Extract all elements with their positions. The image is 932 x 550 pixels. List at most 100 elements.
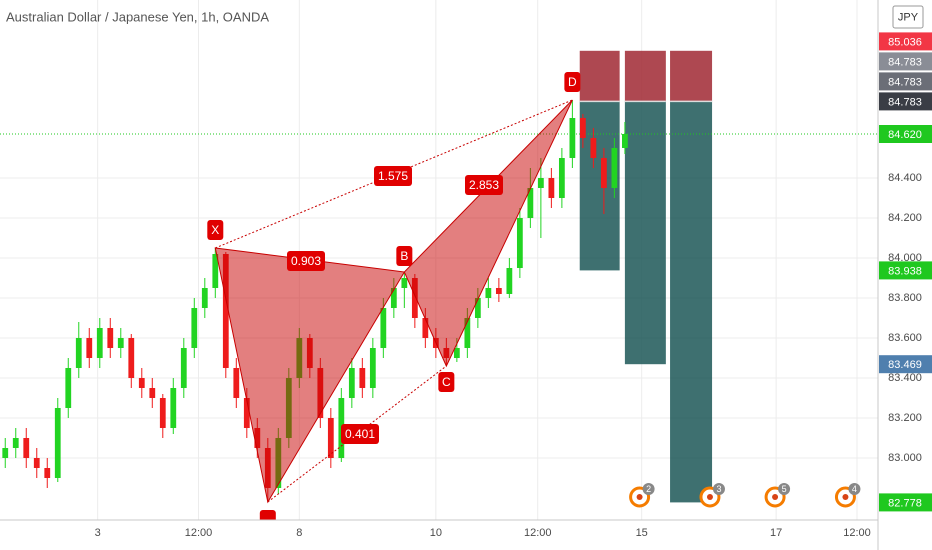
ratio-label: 0.401 bbox=[345, 427, 375, 441]
x-tick-label: 17 bbox=[770, 527, 782, 539]
target-zone bbox=[624, 101, 666, 365]
candle-body bbox=[159, 398, 166, 428]
candle-body bbox=[180, 348, 187, 388]
event-count: 4 bbox=[852, 484, 857, 494]
x-tick-label: 12:00 bbox=[185, 527, 213, 539]
candle-body bbox=[222, 254, 229, 368]
candle-body bbox=[506, 268, 513, 294]
candle-body bbox=[600, 158, 607, 188]
ratio-badge bbox=[374, 166, 412, 186]
target-zone bbox=[670, 101, 713, 503]
stop-zone bbox=[624, 50, 666, 102]
event-count: 3 bbox=[716, 484, 721, 494]
candle-body bbox=[401, 278, 408, 288]
y-tick-label: 83.000 bbox=[888, 452, 922, 464]
price-marker-label: 85.036 bbox=[888, 36, 922, 48]
price-marker-label: 84.783 bbox=[888, 96, 922, 108]
candle-body bbox=[558, 158, 565, 198]
price-marker-label: 84.620 bbox=[888, 129, 922, 141]
candle-body bbox=[138, 378, 145, 388]
candle-body bbox=[527, 188, 534, 218]
x-tick-label: 8 bbox=[296, 527, 302, 539]
price-marker bbox=[879, 125, 932, 143]
x-tick-label: 12:00 bbox=[843, 527, 871, 539]
candle-body bbox=[464, 318, 471, 348]
candle-body bbox=[86, 338, 93, 358]
candle-body bbox=[23, 438, 30, 458]
event-count: 5 bbox=[782, 484, 787, 494]
ratio-label: 0.903 bbox=[291, 254, 321, 268]
point-badge bbox=[207, 220, 224, 240]
candle-body bbox=[65, 368, 72, 408]
candle-body bbox=[380, 308, 387, 348]
candle-body bbox=[128, 338, 135, 378]
price-marker bbox=[879, 493, 932, 512]
point-label: B bbox=[400, 249, 408, 263]
event-count: 2 bbox=[646, 484, 651, 494]
candle-body bbox=[44, 468, 51, 478]
candle-body bbox=[579, 118, 586, 138]
point-badge bbox=[259, 510, 276, 520]
candle-body bbox=[233, 368, 240, 398]
candle-body bbox=[611, 148, 618, 188]
price-marker bbox=[879, 92, 932, 111]
candle-body bbox=[369, 348, 376, 388]
stop-zone bbox=[670, 50, 713, 102]
candle-body bbox=[348, 368, 355, 398]
candle-body bbox=[474, 298, 481, 318]
price-marker bbox=[879, 261, 932, 280]
y-tick-label: 83.400 bbox=[888, 372, 922, 384]
candle-body bbox=[117, 338, 124, 348]
candle-body bbox=[495, 288, 502, 294]
currency-button[interactable] bbox=[892, 5, 924, 29]
x-tick-label: 15 bbox=[636, 527, 648, 539]
candle-body bbox=[359, 368, 366, 388]
candle-body bbox=[75, 338, 82, 368]
candle-body bbox=[96, 328, 103, 358]
candle-body bbox=[170, 388, 177, 428]
candle-body bbox=[537, 178, 544, 188]
candle-body bbox=[12, 438, 19, 448]
candle-body bbox=[54, 408, 61, 478]
x-axis: 3 12:00 8 10 12:00 15 17 12:00 bbox=[95, 527, 871, 539]
y-tick-label: 84.200 bbox=[888, 212, 922, 224]
event-count-badge bbox=[642, 483, 655, 495]
point-label: X bbox=[211, 223, 219, 237]
candle-body bbox=[149, 388, 156, 398]
ratio-label: 1.575 bbox=[378, 169, 408, 183]
candle-body bbox=[327, 418, 334, 458]
candle-body bbox=[191, 308, 198, 348]
event-dot bbox=[842, 494, 849, 500]
candle-body bbox=[548, 178, 555, 198]
point-label: D bbox=[568, 75, 577, 89]
candle-body bbox=[622, 134, 628, 148]
price-marker bbox=[879, 32, 932, 51]
point-badge bbox=[396, 246, 413, 266]
x-tick-label: 10 bbox=[430, 527, 442, 539]
candle-body bbox=[243, 398, 250, 428]
event-dot bbox=[772, 494, 779, 500]
ratio-badge bbox=[341, 424, 379, 444]
candle-body bbox=[411, 278, 418, 318]
event-count-badge bbox=[778, 483, 791, 495]
event-dot bbox=[636, 494, 643, 500]
point-label: C bbox=[442, 375, 451, 389]
point-badge bbox=[564, 72, 581, 92]
price-marker-label: 84.783 bbox=[888, 76, 922, 88]
point-badge bbox=[438, 372, 455, 392]
currency-label[interactable]: JPY bbox=[898, 11, 919, 23]
price-marker bbox=[879, 72, 932, 91]
y-tick-label: 83.600 bbox=[888, 332, 922, 344]
plot: X B C D 0.903 1.575 2.853 0.401 2 3 5 4 bbox=[0, 50, 878, 520]
stop-zone bbox=[579, 50, 620, 102]
candle-body bbox=[516, 218, 523, 268]
ratio-label: 2.853 bbox=[469, 178, 499, 192]
candle-body bbox=[2, 448, 9, 458]
y-tick-label: 83.200 bbox=[888, 412, 922, 424]
candle-body bbox=[390, 288, 397, 308]
chart-title: Australian Dollar / Japanese Yen, 1h, OA… bbox=[6, 9, 269, 24]
candle-body bbox=[212, 254, 219, 288]
price-marker bbox=[879, 355, 932, 374]
candle-body bbox=[33, 458, 40, 468]
